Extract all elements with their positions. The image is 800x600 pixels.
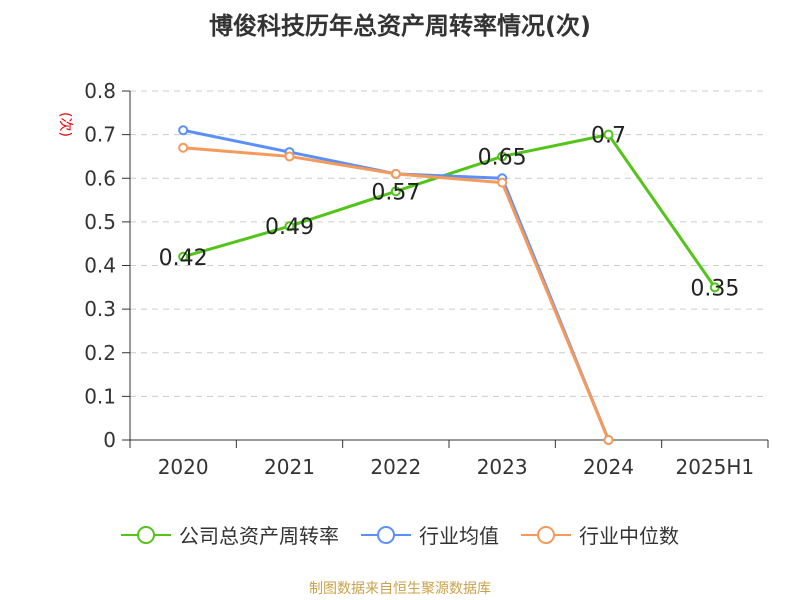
legend-item-company[interactable]: 公司总资产周转率	[121, 520, 339, 549]
y-tick-label-4: 0.4	[84, 254, 116, 278]
legend-item-industry-median[interactable]: 行业中位数	[521, 520, 679, 549]
data-label-0: 0.42	[159, 246, 208, 271]
series-1-point-0	[178, 125, 189, 136]
x-tick-label-5: 2025H1	[675, 455, 754, 479]
y-tick-label-0: 0	[103, 428, 116, 452]
x-tick-label-2: 2022	[370, 455, 421, 479]
legend-swatch-company	[121, 525, 171, 544]
series-2-point-0	[178, 142, 189, 153]
legend-item-industry-mean[interactable]: 行业均值	[361, 520, 499, 549]
legend-label-company: 公司总资产周转率	[179, 524, 339, 548]
legend-swatch-industry-mean	[361, 525, 411, 544]
series-2-point-2	[390, 168, 401, 179]
data-label-2: 0.57	[371, 180, 420, 205]
x-tick-label-0: 2020	[158, 455, 209, 479]
legend-label-industry-mean: 行业均值	[419, 524, 499, 548]
x-tick-label-1: 2021	[264, 455, 315, 479]
chart-title: 博俊科技历年总资产周转率情况(次)	[209, 12, 591, 40]
series-2-point-4	[603, 435, 614, 445]
series-0-point-0	[178, 251, 189, 262]
y-tick-label-5: 0.5	[84, 210, 116, 234]
y-tick-label-2: 0.2	[84, 341, 116, 365]
series-2-point-1	[284, 151, 295, 162]
y-tick-label-8: 0.8	[84, 79, 116, 103]
data-label-5: 0.35	[690, 276, 739, 301]
x-tick-label-3: 2023	[477, 455, 528, 479]
legend-label-industry-median: 行业中位数	[579, 524, 679, 548]
series-0-point-5	[709, 282, 720, 293]
series-0-point-4	[603, 129, 614, 140]
y-tick-label-3: 0.3	[84, 297, 116, 321]
x-tick-label-4: 2024	[583, 455, 634, 479]
y-tick-label-7: 0.7	[84, 123, 116, 147]
data-label-3: 0.65	[478, 145, 527, 170]
y-tick-label-1: 0.1	[84, 384, 116, 408]
series-2-point-3	[497, 177, 508, 188]
series-line-0	[182, 133, 717, 289]
legend: 公司总资产周转率 行业均值 行业中位数	[0, 520, 800, 549]
series-0-point-1	[284, 221, 295, 232]
data-source-note: 制图数据来自恒生聚源数据库	[309, 581, 491, 597]
data-label-1: 0.49	[265, 215, 314, 240]
y-tick-label-6: 0.6	[84, 166, 116, 190]
series-0-point-2	[390, 186, 401, 197]
series-0-point-3	[497, 151, 508, 162]
data-label-4: 0.7	[591, 124, 626, 149]
legend-swatch-industry-median	[521, 525, 571, 544]
